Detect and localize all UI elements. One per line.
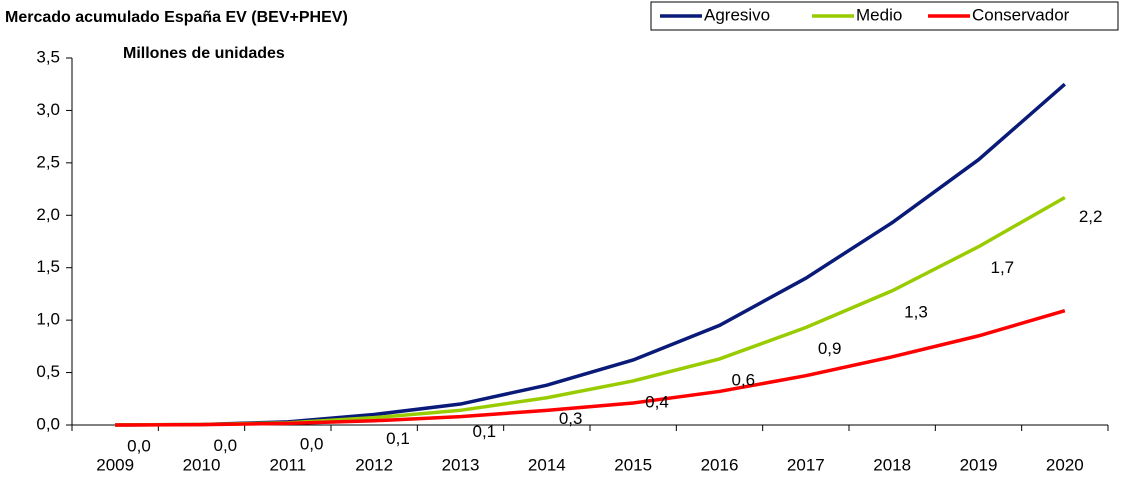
legend-label: Medio (856, 5, 902, 24)
series-line (115, 82, 1066, 427)
x-tick-label: 2020 (1046, 455, 1084, 474)
x-tick-label: 2017 (787, 455, 825, 474)
y-tick-label: 3,5 (36, 47, 60, 66)
data-label: 0,1 (386, 429, 410, 448)
x-tick-label: 2016 (701, 455, 739, 474)
x-tick-label: 2010 (183, 455, 221, 474)
y-tick-label: 0,0 (36, 414, 60, 433)
y-tick-label: 2,5 (36, 152, 60, 171)
y-tick-label: 3,0 (36, 100, 60, 119)
x-tick-label: 2019 (960, 455, 998, 474)
data-label: 0,1 (473, 422, 497, 441)
y-tick-label: 1,0 (36, 310, 60, 329)
data-label: 0,6 (732, 370, 756, 389)
x-tick-label: 2015 (614, 455, 652, 474)
legend-box (650, 1, 1119, 31)
data-label: 0,0 (127, 436, 151, 455)
data-label: 0,4 (645, 392, 669, 411)
data-label: 0,9 (818, 339, 842, 358)
data-label: 0,0 (300, 434, 324, 453)
data-label: 1,7 (991, 258, 1015, 277)
chart-subtitle: Millones de unidades (123, 45, 285, 62)
x-tick-label: 2013 (442, 455, 480, 474)
legend-label: Conservador (972, 5, 1070, 24)
x-tick-label: 2018 (873, 455, 911, 474)
data-label: 2,2 (1079, 207, 1103, 226)
x-tick-label: 2009 (96, 455, 134, 474)
data-label: 1,3 (904, 302, 928, 321)
series-line (115, 309, 1066, 427)
chart-title: Mercado acumulado España EV (BEV+PHEV) (5, 9, 348, 26)
legend-label: Agresivo (704, 5, 770, 24)
x-tick-label: 2014 (528, 455, 566, 474)
data-label: 0,0 (214, 436, 238, 455)
x-tick-label: 2012 (355, 455, 393, 474)
y-tick-label: 2,0 (36, 205, 60, 224)
y-tick-label: 1,5 (36, 257, 60, 276)
data-label: 0,3 (559, 409, 583, 428)
x-tick-label: 2011 (270, 455, 307, 474)
y-tick-label: 0,5 (36, 362, 60, 381)
